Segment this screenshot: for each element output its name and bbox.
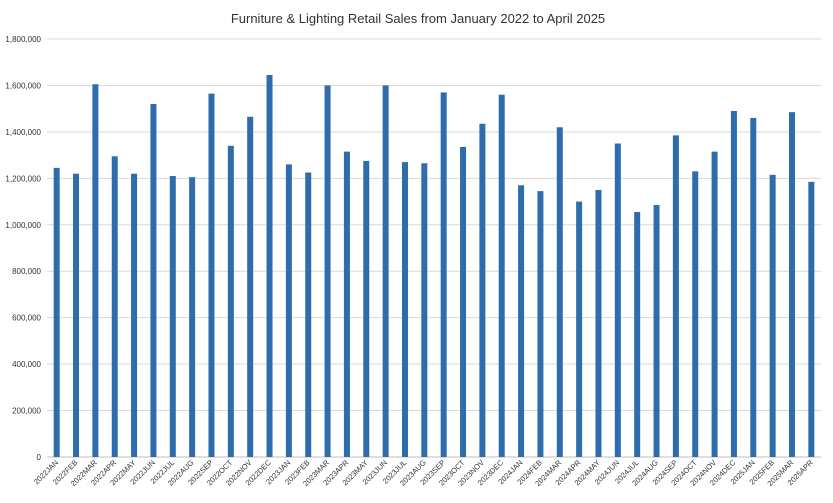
bar — [653, 205, 660, 457]
y-tick-label: 0 — [37, 453, 42, 462]
bar — [788, 112, 795, 458]
y-tick-label: 1,200,000 — [5, 174, 41, 183]
bars — [53, 74, 815, 458]
y-tick-label: 1,400,000 — [5, 128, 41, 137]
y-tick-label: 600,000 — [12, 314, 41, 323]
bar — [305, 172, 312, 457]
bar — [227, 145, 234, 457]
y-axis-ticks: 0 200,000 400,000 600,000 800,000 1,000,000 1,… — [5, 35, 41, 462]
gridlines — [47, 38, 821, 458]
bar — [672, 135, 679, 457]
x-axis-ticks: 2022JAN2022FEB2022MAR2022APR2022MAY2022J… — [32, 458, 815, 488]
bar — [363, 160, 370, 458]
bar — [614, 143, 621, 457]
y-tick-label: 1,000,000 — [5, 221, 41, 230]
bar — [808, 181, 815, 457]
bar — [634, 212, 641, 457]
bar — [92, 84, 99, 457]
bar — [576, 201, 583, 457]
bar — [53, 167, 60, 457]
bar — [711, 151, 718, 457]
bar — [111, 156, 118, 457]
chart-title: Furniture & Lighting Retail Sales from J… — [231, 11, 605, 26]
bar — [692, 171, 699, 457]
bar — [460, 146, 467, 458]
bar — [169, 176, 176, 457]
y-tick-label: 200,000 — [12, 407, 41, 416]
y-tick-label: 400,000 — [12, 360, 41, 369]
bar — [421, 163, 428, 458]
bar — [285, 164, 292, 457]
bar — [208, 93, 215, 457]
bar — [440, 92, 447, 457]
bar — [595, 189, 602, 457]
bar — [401, 162, 408, 457]
bar — [131, 173, 138, 457]
bar — [518, 185, 525, 458]
bar — [479, 123, 486, 457]
bar — [324, 85, 331, 457]
y-tick-label: 1,800,000 — [5, 35, 41, 44]
bar — [73, 173, 80, 457]
bar — [247, 116, 254, 457]
bar — [769, 174, 776, 457]
bar — [537, 191, 544, 458]
bar — [498, 94, 505, 457]
bar — [266, 74, 273, 458]
bar — [382, 85, 389, 457]
bar — [750, 117, 757, 458]
bar — [343, 151, 350, 457]
bar — [189, 177, 196, 458]
bar — [150, 104, 157, 458]
bar — [556, 127, 563, 458]
y-tick-label: 800,000 — [12, 267, 41, 276]
y-tick-label: 1,600,000 — [5, 81, 41, 90]
bar — [730, 110, 737, 458]
